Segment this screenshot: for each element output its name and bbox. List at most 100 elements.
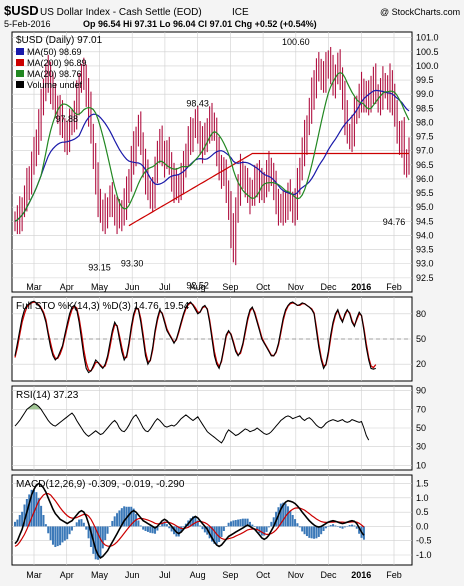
macd-histogram-bar (220, 526, 223, 537)
price-tick-label: 101.0 (416, 33, 439, 43)
rsi-tick-label: 10 (416, 460, 426, 470)
macd-histogram-bar (99, 526, 102, 557)
price-tick-label: 93.5 (416, 245, 434, 255)
macd-histogram-bar (227, 522, 230, 527)
ma20-line (14, 71, 410, 222)
sto-tick-label: 20 (416, 359, 426, 369)
macd-histogram-bar (298, 526, 301, 528)
price-tick-label: 99.5 (416, 75, 434, 85)
price-x-label: Mar (26, 282, 42, 292)
macd-histogram-bar (353, 525, 356, 527)
macd-histogram-bar (137, 520, 140, 527)
macd-histogram-bar (63, 526, 66, 541)
macd-histogram-bar (80, 519, 83, 527)
legend-label: Volume undef (27, 80, 83, 90)
macd-histogram-bar (339, 526, 342, 528)
price-annotation: 93.15 (88, 263, 111, 273)
macd-histogram-bar (61, 526, 64, 543)
macd-histogram-bar (244, 518, 247, 527)
macd-histogram-bar (355, 526, 358, 529)
macd-histogram-bar (225, 526, 228, 527)
macd-histogram-bar (89, 526, 92, 547)
macd-histogram-bar (28, 494, 31, 527)
macd-tick-label: -1.0 (416, 550, 432, 560)
macd-histogram-bar (194, 516, 197, 527)
macd-tick-label: 1.5 (416, 479, 429, 489)
macd-histogram-bar (56, 526, 59, 547)
price-x-label: Feb (386, 282, 402, 292)
macd-histogram-bar (32, 489, 35, 527)
macd-tick-label: 0.5 (416, 507, 429, 517)
price-tick-label: 96.5 (416, 160, 434, 170)
macd-histogram-bar (267, 526, 270, 528)
rsi-tick-label: 50 (416, 423, 426, 433)
price-tick-label: 93.0 (416, 259, 434, 269)
macd-histogram-bar (341, 526, 344, 529)
macd-histogram-bar (180, 526, 183, 533)
macd-histogram-bar (358, 526, 361, 534)
sto-k-line (14, 300, 376, 374)
macd-histogram-bar (127, 506, 130, 527)
macd-histogram-bar (199, 525, 202, 527)
macd-histogram-bar (51, 526, 54, 545)
macd-histogram-bar (343, 526, 346, 528)
macd-histogram-bar (192, 516, 195, 527)
macd-tick-label: 0.0 (416, 521, 429, 531)
macd-histogram-bar (211, 526, 213, 542)
price-tick-label: 100.0 (416, 61, 439, 71)
macd-histogram-bar (286, 506, 289, 527)
price-tick-label: 92.5 (416, 273, 434, 283)
macd-histogram-bar (165, 524, 168, 527)
macd-histogram-bar (37, 498, 40, 527)
rsi-tick-label: 70 (416, 404, 426, 414)
macd-histogram-bar (201, 526, 204, 530)
macd-histogram-bar (305, 526, 308, 537)
macd-histogram-bar (35, 492, 38, 527)
macd-histogram-bar (144, 526, 147, 531)
macd-histogram-bar (324, 526, 327, 529)
macd-histogram-bar (291, 515, 294, 527)
macd-line (14, 482, 365, 559)
macd-histogram-bar (348, 525, 351, 527)
macd-histogram-bar (332, 524, 335, 527)
macd-tick-label: 1.0 (416, 493, 429, 503)
macd-histogram-bar (241, 518, 244, 527)
macd-histogram-bar (234, 520, 237, 527)
header-copyright: @ StockCharts.com (380, 7, 460, 17)
macd-histogram-bar (248, 521, 251, 527)
macd-histogram-bar (282, 502, 285, 527)
macd-histogram-bar (229, 521, 232, 527)
rsi-tick-label: 90 (416, 386, 426, 396)
macd-histogram-bar (113, 516, 116, 527)
macd-histogram-bar (54, 526, 57, 547)
macd-histogram-bar (132, 508, 135, 527)
macd-histogram-bar (111, 520, 114, 527)
macd-histogram-bar (82, 522, 85, 527)
macd-histogram-bar (334, 525, 337, 527)
macd-histogram-bar (346, 525, 349, 527)
x-axis-label: Dec (321, 570, 338, 580)
sto-title: Full STO %K(14,3) %D(3) 14.76, 19.54 (16, 301, 190, 312)
macd-histogram-bar (315, 526, 318, 539)
macd-histogram-bar (263, 526, 266, 536)
price-tick-label: 98.5 (416, 103, 434, 113)
macd-histogram-bar (168, 526, 171, 529)
macd-histogram-bar (270, 521, 273, 527)
macd-histogram-bar (156, 526, 159, 531)
macd-histogram-bar (42, 515, 45, 527)
macd-histogram-bar (101, 526, 104, 549)
ma50-line (14, 89, 410, 222)
legend-swatch (16, 81, 24, 88)
macd-histogram-bar (120, 508, 123, 527)
macd-histogram-bar (73, 525, 76, 527)
macd-histogram-bar (237, 519, 240, 527)
price-tick-label: 94.5 (416, 216, 434, 226)
macd-histogram-bar (196, 520, 199, 527)
macd-histogram-bar (272, 517, 275, 527)
macd-tick-label: -0.5 (416, 536, 432, 546)
macd-histogram-bar (258, 526, 261, 534)
macd-histogram-bar (40, 505, 43, 527)
macd-histogram-bar (308, 526, 311, 538)
header-quote: Op 96.54 Hi 97.31 Lo 96.04 Cl 97.01 Chg … (83, 19, 317, 29)
